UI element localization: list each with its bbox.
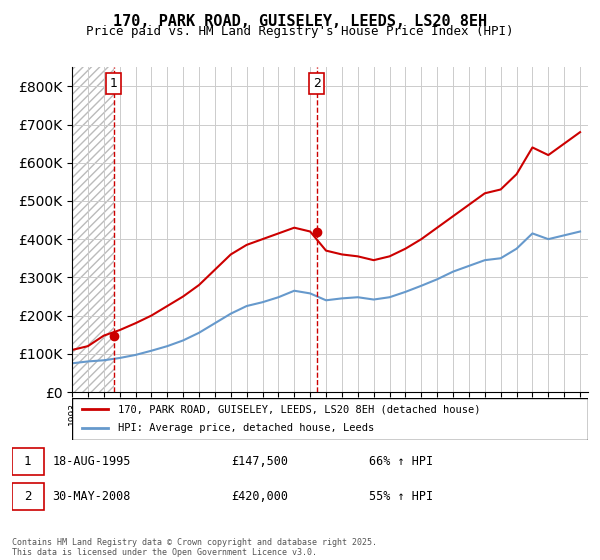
- Text: 1: 1: [24, 455, 31, 468]
- Text: 1: 1: [110, 77, 118, 90]
- Text: 170, PARK ROAD, GUISELEY, LEEDS, LS20 8EH (detached house): 170, PARK ROAD, GUISELEY, LEEDS, LS20 8E…: [118, 404, 481, 414]
- Text: 170, PARK ROAD, GUISELEY, LEEDS, LS20 8EH: 170, PARK ROAD, GUISELEY, LEEDS, LS20 8E…: [113, 14, 487, 29]
- Text: HPI: Average price, detached house, Leeds: HPI: Average price, detached house, Leed…: [118, 423, 374, 433]
- Text: 18-AUG-1995: 18-AUG-1995: [52, 455, 131, 468]
- FancyBboxPatch shape: [12, 483, 44, 510]
- FancyBboxPatch shape: [72, 398, 588, 440]
- Text: 55% ↑ HPI: 55% ↑ HPI: [369, 490, 433, 503]
- Text: £147,500: £147,500: [231, 455, 288, 468]
- Text: £420,000: £420,000: [231, 490, 288, 503]
- Text: Contains HM Land Registry data © Crown copyright and database right 2025.
This d: Contains HM Land Registry data © Crown c…: [12, 538, 377, 557]
- FancyBboxPatch shape: [12, 448, 44, 475]
- Text: 66% ↑ HPI: 66% ↑ HPI: [369, 455, 433, 468]
- Bar: [72, 67, 114, 392]
- Text: 30-MAY-2008: 30-MAY-2008: [52, 490, 131, 503]
- Text: 2: 2: [24, 490, 31, 503]
- Text: Price paid vs. HM Land Registry's House Price Index (HPI): Price paid vs. HM Land Registry's House …: [86, 25, 514, 38]
- Text: 2: 2: [313, 77, 320, 90]
